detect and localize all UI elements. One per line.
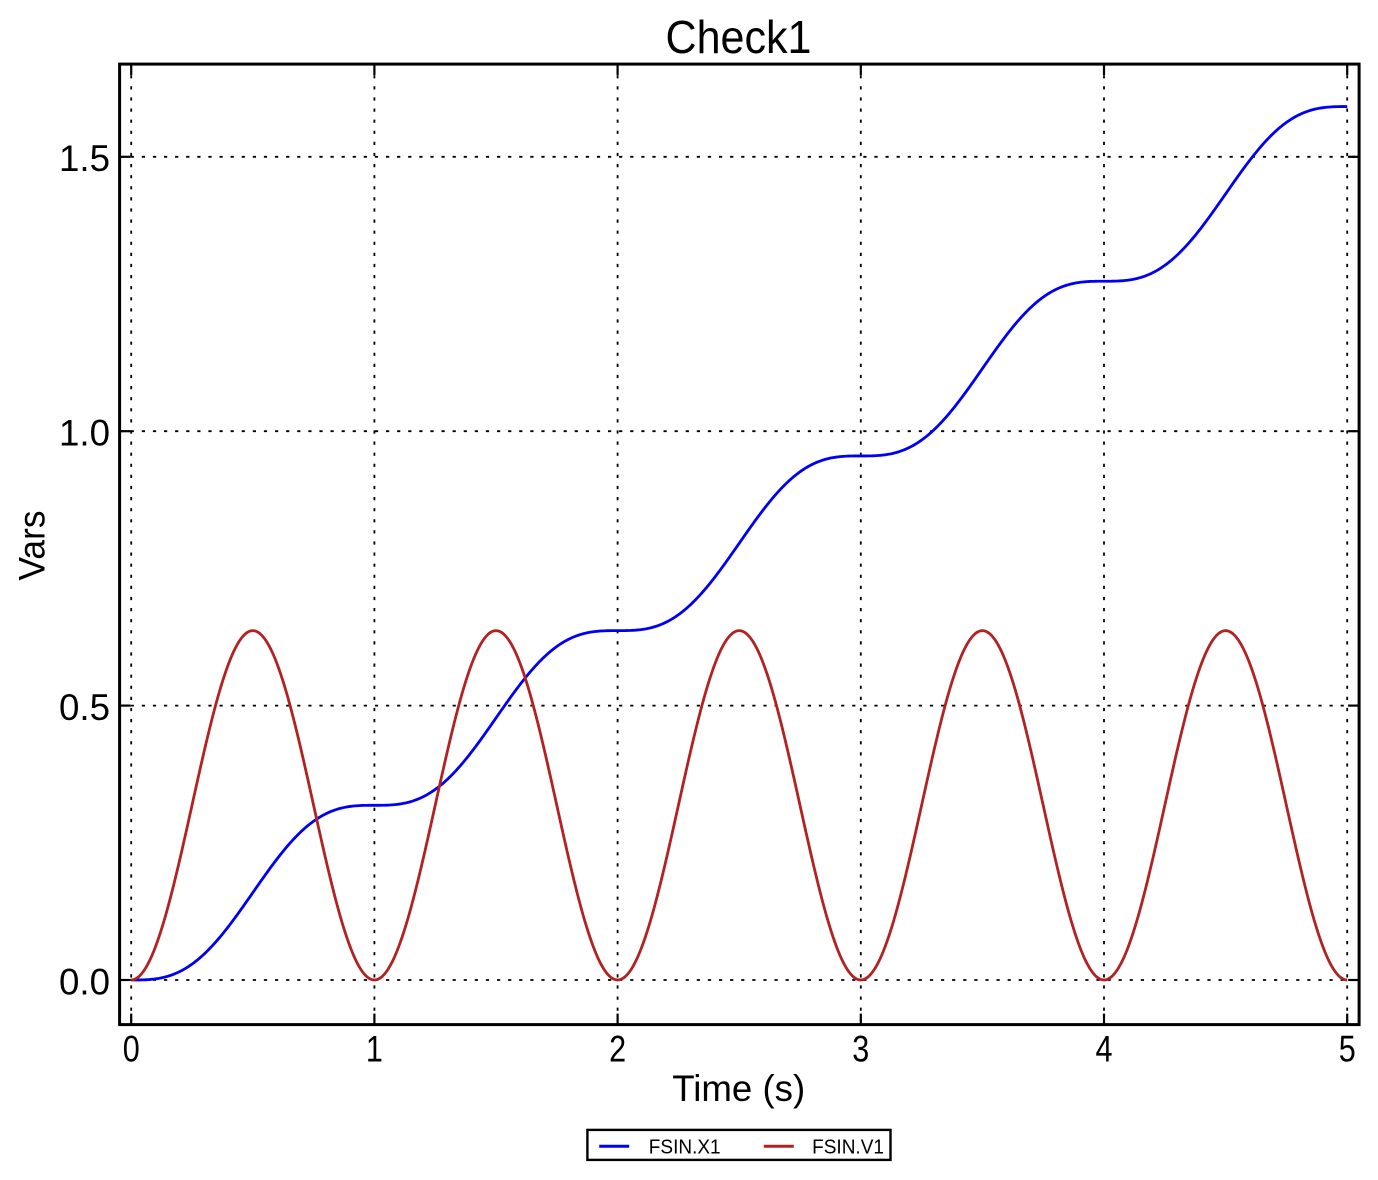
svg-text:0.0: 0.0 (59, 961, 110, 1002)
svg-text:Check1: Check1 (666, 11, 812, 63)
svg-text:Time (s): Time (s) (672, 1068, 805, 1109)
svg-text:Vars: Vars (12, 511, 53, 581)
svg-text:5: 5 (1339, 1029, 1356, 1070)
svg-text:FSIN.X1: FSIN.X1 (649, 1135, 721, 1158)
svg-text:FSIN.V1: FSIN.V1 (812, 1135, 884, 1158)
svg-text:1.5: 1.5 (59, 138, 110, 179)
svg-text:4: 4 (1096, 1029, 1113, 1070)
svg-text:1: 1 (366, 1029, 383, 1070)
svg-text:1.0: 1.0 (59, 413, 110, 454)
svg-text:3: 3 (852, 1029, 869, 1070)
svg-text:2: 2 (609, 1029, 626, 1070)
svg-text:0: 0 (123, 1029, 140, 1070)
svg-text:0.5: 0.5 (59, 687, 110, 728)
